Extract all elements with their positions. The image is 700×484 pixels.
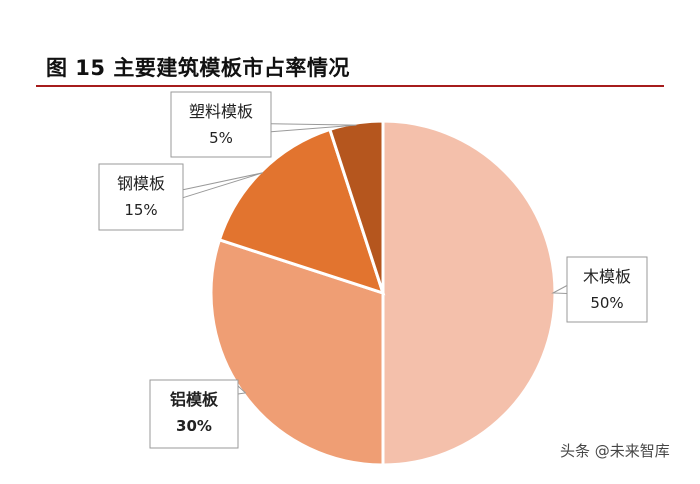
pie-slice-3 [327, 119, 385, 294]
slice-label-0: 木模板 [583, 267, 631, 286]
slice-label-1: 铝模板 [170, 390, 219, 409]
slice-value-2: 15% [124, 201, 157, 219]
callout-leader-1 [237, 385, 247, 395]
callout-leader-2 [182, 172, 263, 199]
slice-value-0: 50% [590, 294, 623, 312]
chart-title: 图 15 主要建筑模板市占率情况 [46, 56, 350, 80]
watermark-text: 头条 @未来智库 [560, 442, 670, 460]
pie-slice-0 [381, 119, 557, 467]
callout-leader-0 [551, 285, 568, 294]
callout-box-1 [149, 379, 239, 449]
slice-label-2: 钢模板 [117, 174, 165, 193]
callout-leader-3 [270, 123, 357, 133]
watermark: 头条 @未来智库 [560, 440, 670, 461]
title-divider [36, 85, 664, 87]
slice-value-1: 30% [176, 417, 212, 435]
pie-slices [209, 119, 557, 467]
callout-box-2 [98, 163, 184, 231]
slice-value-3: 5% [209, 129, 233, 147]
callout-box-3 [170, 91, 272, 158]
callout-box-0 [566, 256, 648, 323]
callouts: 木模板 50% 铝模板 30% 钢模板 15% 塑料模板 5% [98, 91, 648, 449]
pie-slice-1 [209, 237, 385, 467]
slice-label-3: 塑料模板 [189, 102, 253, 121]
